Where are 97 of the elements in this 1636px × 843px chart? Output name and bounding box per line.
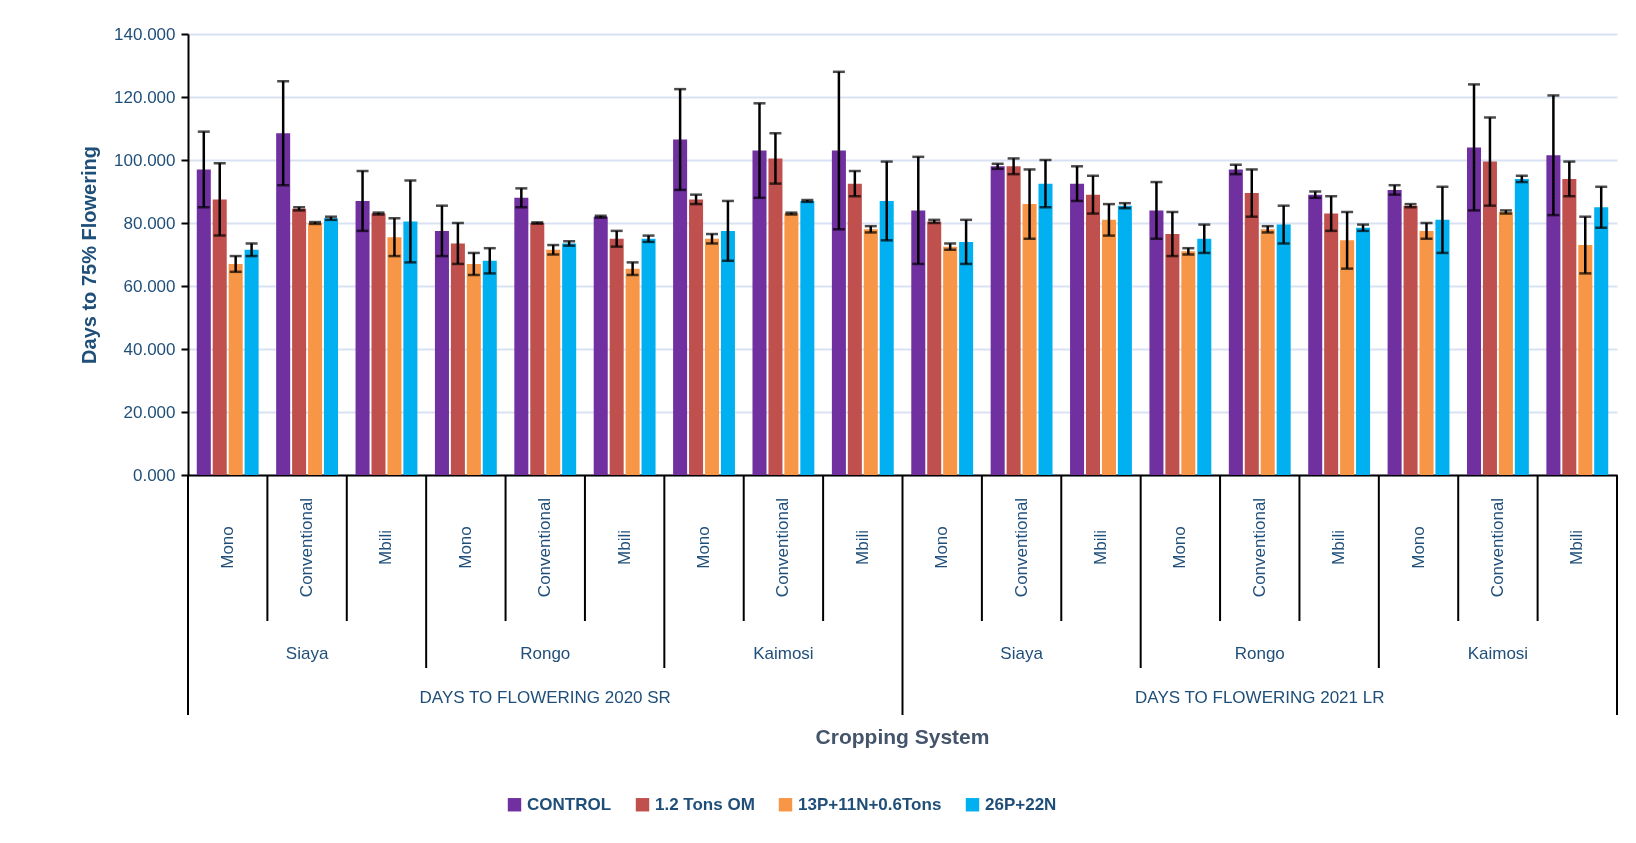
y-tick-label: 60.000 xyxy=(123,276,176,296)
bar xyxy=(1340,240,1355,475)
bar xyxy=(800,200,815,475)
bar xyxy=(228,263,243,475)
bar xyxy=(514,197,529,475)
x-tick-label: Mono xyxy=(932,526,952,569)
bar xyxy=(911,210,926,475)
bar xyxy=(625,268,640,475)
x-tick-label: Mbili xyxy=(376,530,396,565)
x-tick-label: Conventional xyxy=(1011,497,1031,598)
bar xyxy=(450,243,465,475)
text: Kaimosi xyxy=(753,644,814,663)
bar xyxy=(1498,211,1513,475)
bar xyxy=(530,223,545,475)
bar xyxy=(593,216,608,475)
bar xyxy=(1466,147,1482,475)
bar xyxy=(1038,183,1053,475)
bar xyxy=(1578,245,1593,475)
bar xyxy=(609,238,624,475)
legend-label: CONTROL xyxy=(527,794,612,814)
bar xyxy=(927,221,942,475)
bar xyxy=(1546,155,1561,475)
bar xyxy=(355,200,370,475)
x-tick-label: Mono xyxy=(1408,526,1428,569)
bar xyxy=(1482,161,1497,475)
y-tick-label: 140.000 xyxy=(114,24,176,44)
bar xyxy=(212,199,227,475)
y-axis-title: Days to 75% Flowering xyxy=(78,146,101,364)
x-tick-label: Mbili xyxy=(1090,530,1110,565)
bar xyxy=(1101,219,1116,475)
x-tick-label: Conventional xyxy=(297,497,317,598)
y-tick-label: 80.000 xyxy=(123,213,176,233)
text: DAYS TO FLOWERING 2021 LR xyxy=(1135,688,1385,707)
bar xyxy=(1562,178,1577,475)
text: Kaimosi xyxy=(1467,644,1529,663)
text: DAYS TO FLOWERING 2020 SR xyxy=(419,688,671,707)
legend-label: 1.2 Tons OM xyxy=(655,794,755,814)
bar xyxy=(768,158,783,475)
x-tick-label: Conventional xyxy=(1249,497,1269,598)
bar xyxy=(879,200,894,475)
bar xyxy=(308,223,323,475)
bar xyxy=(959,241,974,475)
bar xyxy=(689,199,704,475)
y-tick-label: 100.000 xyxy=(114,150,176,170)
bar xyxy=(196,169,211,475)
bar xyxy=(673,139,688,475)
bar xyxy=(1435,219,1450,475)
y-tick-label: 120.000 xyxy=(114,87,176,107)
bar xyxy=(1070,183,1085,475)
bar xyxy=(434,230,449,475)
x-tick-label: Conventional xyxy=(535,497,555,598)
bar xyxy=(752,150,767,475)
bar xyxy=(720,230,735,475)
bar xyxy=(403,221,418,475)
bar xyxy=(1006,166,1021,475)
bar xyxy=(482,260,497,475)
bar xyxy=(831,150,846,475)
bar xyxy=(784,213,799,475)
x-tick-label: Conventional xyxy=(1487,497,1507,598)
bar xyxy=(847,183,862,475)
bar xyxy=(1228,169,1243,475)
x-tick-label: Mono xyxy=(455,526,475,569)
y-tick-label: 20.000 xyxy=(123,402,176,422)
bar xyxy=(244,249,259,475)
bar xyxy=(1165,234,1180,475)
legend-label: 13P+11N+0.6Tons xyxy=(798,794,942,814)
bar xyxy=(276,133,291,475)
bar xyxy=(1197,238,1212,475)
text: Rongo xyxy=(520,644,571,663)
bar xyxy=(371,213,386,475)
text: Cropping System xyxy=(815,725,990,748)
bar xyxy=(1324,213,1339,475)
text: Siaya xyxy=(285,644,329,663)
bar xyxy=(1149,210,1164,475)
x-tick-label: Mbili xyxy=(1567,530,1587,565)
bar xyxy=(292,208,307,475)
text: Rongo xyxy=(1234,644,1285,663)
x-tick-label: Conventional xyxy=(773,497,793,598)
y-tick-label: 0.000 xyxy=(132,465,176,485)
x-tick-label: Mono xyxy=(217,526,237,569)
bar xyxy=(1244,193,1259,475)
x-tick-label: Mono xyxy=(694,526,714,569)
x-tick-label: Mbili xyxy=(852,530,872,565)
text: Siaya xyxy=(1000,644,1044,663)
bar xyxy=(1022,204,1037,475)
bar xyxy=(1594,207,1609,475)
bar xyxy=(387,237,402,475)
legend-label: 26P+22N xyxy=(985,794,1057,814)
x-tick-label: Mbili xyxy=(614,530,634,565)
x-tick-label: Mono xyxy=(1170,526,1190,569)
y-tick-label: 40.000 xyxy=(123,339,176,359)
bar xyxy=(1403,205,1418,475)
x-tick-label: Mbili xyxy=(1329,530,1349,565)
bar xyxy=(1419,230,1434,475)
bar xyxy=(1085,194,1101,475)
bar xyxy=(1276,224,1291,475)
bar xyxy=(466,263,481,475)
